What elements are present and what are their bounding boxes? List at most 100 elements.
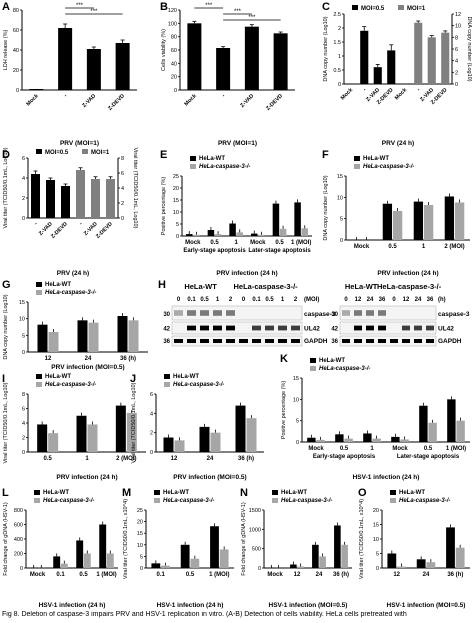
bar [387,50,396,84]
panel-m: M 0 5 10 15 20 25 Viral titer (TCID50/0.1mL, x1… [122,487,234,609]
y-axis-label: Positive percentage (%) [281,381,287,440]
bar [210,526,219,568]
legend-label: MOI=0.5 [361,6,385,12]
bar [163,437,174,452]
group-label: Later-stage apoptosis [397,454,460,460]
blot-band [200,339,209,343]
blot-band [378,310,386,316]
mw-marker: 30 [163,312,170,318]
mw-marker: 42 [163,326,170,332]
y-tick-label: 40 [13,48,19,54]
sig-label: *** [76,3,84,9]
lane-label: 0.5 [265,297,274,303]
lane-label: 1 [216,297,220,303]
blot-band [200,310,209,316]
y-tick-label: 0 [16,88,19,94]
panel-e: E 0 5 10 15 20 25 Positive percentage (%) HeLa-W… [160,149,312,277]
y-tick-label: 6 [22,407,25,413]
x-tick-label: 1 (MOI) [96,572,116,578]
legend-swatch [190,156,196,161]
y2-tick-label: 8 [455,35,458,41]
legend-swatch [354,164,360,169]
x-tick-label: Z-DEVD [107,93,126,112]
bar [115,43,130,90]
panel-letter: N [240,487,248,499]
panel-letter: I [2,373,5,385]
legend-swatch [164,382,170,387]
legend-swatch [272,498,278,503]
blot-band [414,339,422,343]
y-tick-label: 2 [150,431,153,437]
legend-swatch [36,149,42,154]
y-axis-label: DNA copy number (Log10) [323,175,329,240]
y-tick-label: 10 [293,397,299,403]
bar [76,415,87,452]
bar [341,544,348,568]
y-tick-label: 6 [22,156,25,162]
bar [455,547,465,568]
bar [106,553,114,568]
bar [446,527,455,568]
lane-unit: (h) [438,297,446,303]
figure-caption: Fig 8. Deletion of caspase-3 impairs PRV… [2,611,407,618]
lane-label: 0 [177,297,181,303]
bar [77,320,88,352]
bar [251,233,258,236]
legend-label: HeLa-WT [173,374,199,380]
panel-letter: K [280,353,288,365]
x-tick-label: Mock [394,87,409,102]
legend-label: HeLa-WT [281,490,307,496]
y-tick-label: 6 [150,392,153,398]
x-axis-label: PRV (MOI=1) [218,140,257,147]
bar [186,234,193,236]
blot-band [278,325,287,331]
bar [117,316,128,352]
sig-label: *** [248,15,256,21]
legend-label: HeLa-caspase-3-/- [43,498,94,504]
x-tick-label: Mock [354,244,370,250]
bar [391,436,400,442]
x-tick-label: 24 [85,356,92,362]
y-tick-label: 0 [20,566,23,572]
legend-swatch [36,282,42,287]
mw-marker: 36 [331,339,338,345]
bar [423,205,434,240]
y-tick-label: 2 [338,26,341,32]
panel-letter: C [322,1,330,13]
lane-unit: (MOI) [304,297,319,303]
y-tick-label: 2 [22,436,25,442]
y-tick-label: 0 [22,450,25,456]
x-tick-label: 36 (h) [238,456,254,462]
y-tick-label: 5 [176,222,179,228]
blot-band [213,310,222,316]
blot-strip [171,305,303,321]
x-tick-label: Z-DEVD [95,221,114,240]
blot-band [414,325,422,331]
y-tick-label: 5 [140,554,143,560]
x-tick-label: - [33,221,39,227]
legend-label: MOI=1 [91,150,110,156]
y2-tick-label: 4 [121,186,124,192]
legend-swatch [310,366,316,371]
x-tick-label: Mock [30,572,46,578]
bar [53,556,61,568]
blot-band [239,339,248,343]
bar [373,67,382,84]
y-tick-label: 10 [337,195,343,201]
y-tick-label: 10 [137,543,143,549]
blot-strip [339,305,437,321]
blot-band [265,339,274,343]
blot-band [213,339,222,343]
blot-strip [339,335,437,347]
legend-swatch [390,490,396,495]
lane-label: 24 [415,297,422,303]
bar [456,420,465,442]
y-tick-label: 1.5 [333,40,341,46]
group-header: HeLa-WT [345,282,378,291]
x-tick-label: 24 [423,572,430,578]
x-tick-label: 1 (MOI) [291,240,311,246]
y-tick-label: 1 [338,54,341,60]
blot-band [366,310,374,316]
x-tick-label: 0.5 [79,572,88,578]
